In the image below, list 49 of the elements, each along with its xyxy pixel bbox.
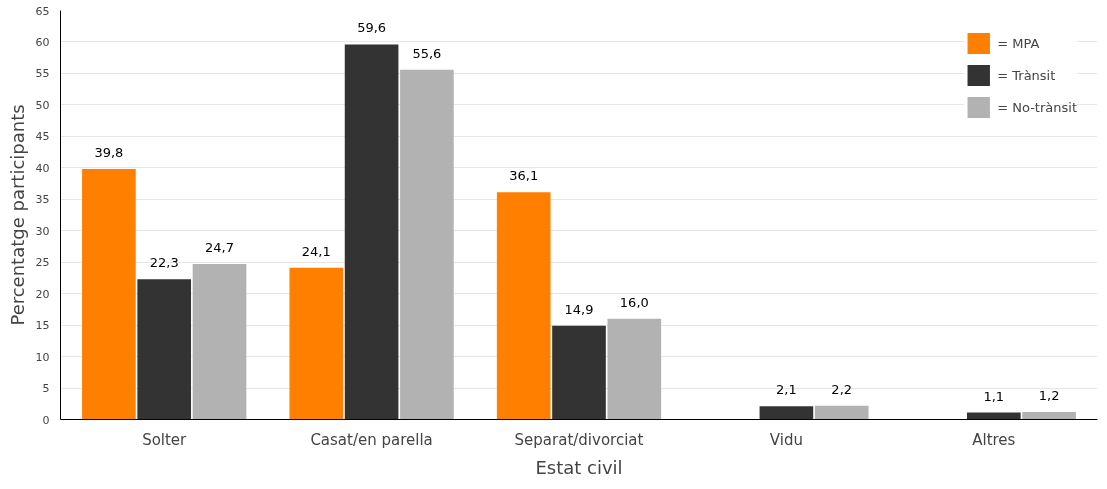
y-tick-label: 25 bbox=[35, 256, 50, 270]
legend-label: = MPA bbox=[997, 35, 1040, 51]
data-label: 36,1 bbox=[509, 168, 539, 184]
x-tick-label: Separat/divorciat bbox=[514, 430, 644, 449]
data-label: 2,1 bbox=[776, 382, 797, 398]
legend-label: = No-trànsit bbox=[997, 99, 1077, 115]
legend-label: = Trànsit bbox=[997, 67, 1056, 83]
data-label: 2,2 bbox=[831, 381, 853, 397]
y-tick-label: 35 bbox=[35, 193, 50, 207]
y-tick-label: 10 bbox=[35, 350, 50, 364]
bar bbox=[496, 192, 551, 420]
data-label: 24,7 bbox=[205, 240, 234, 256]
x-tick-label: Casat/en parella bbox=[310, 430, 433, 449]
data-label: 24,1 bbox=[301, 243, 331, 259]
y-tick-label: 30 bbox=[35, 224, 50, 238]
x-tick-label: Vidu bbox=[769, 430, 803, 449]
data-label: 1,2 bbox=[1038, 387, 1060, 403]
x-tick-label: Solter bbox=[142, 430, 188, 449]
data-label: 39,8 bbox=[94, 145, 124, 161]
bar bbox=[1022, 411, 1076, 420]
data-label: 16,0 bbox=[619, 294, 649, 310]
data-label: 55,6 bbox=[412, 45, 442, 61]
y-tick-label: 0 bbox=[42, 413, 50, 427]
data-label: 1,1 bbox=[983, 388, 1005, 404]
bar bbox=[814, 405, 869, 420]
y-tick-label: 45 bbox=[35, 130, 50, 144]
bar bbox=[400, 69, 454, 420]
bar bbox=[759, 406, 814, 420]
y-tick-label: 15 bbox=[35, 319, 50, 333]
bar bbox=[607, 318, 662, 420]
bar bbox=[552, 325, 606, 420]
bar bbox=[192, 264, 247, 420]
y-tick-label: 60 bbox=[35, 35, 50, 49]
bar bbox=[137, 279, 192, 420]
x-axis-title: Estat civil bbox=[535, 456, 623, 478]
bar bbox=[82, 169, 136, 420]
bar bbox=[344, 44, 399, 420]
y-axis-title: Percentatge participants bbox=[6, 104, 28, 326]
data-label: 22,3 bbox=[149, 255, 179, 271]
data-label: 59,6 bbox=[357, 20, 387, 36]
y-tick-label: 5 bbox=[42, 382, 50, 396]
y-tick-label: 55 bbox=[35, 67, 50, 81]
y-tick-label: 20 bbox=[35, 287, 50, 301]
y-tick-label: 50 bbox=[35, 98, 50, 112]
y-tick-label: 65 bbox=[35, 4, 50, 18]
data-label: 14,9 bbox=[564, 301, 594, 317]
bar bbox=[289, 267, 344, 420]
x-tick-label: Altres bbox=[972, 430, 1016, 449]
y-tick-label: 40 bbox=[35, 161, 50, 175]
